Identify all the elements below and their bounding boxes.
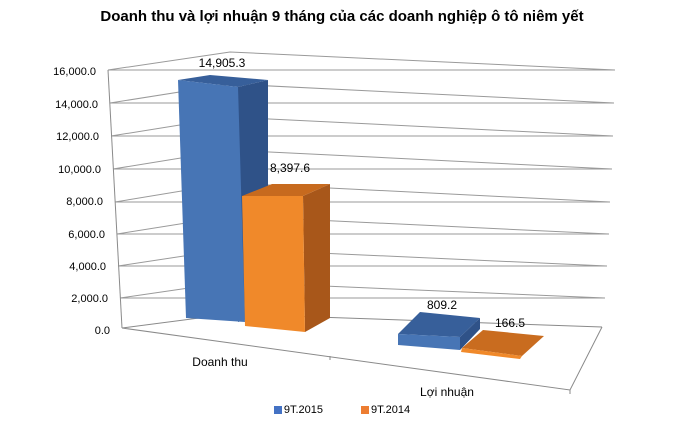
legend-swatch-blue bbox=[273, 406, 282, 414]
svg-text:6,000.0: 6,000.0 bbox=[68, 229, 105, 241]
svg-text:16,000.0: 16,000.0 bbox=[53, 66, 96, 78]
svg-text:12,000.0: 12,000.0 bbox=[56, 131, 99, 143]
svg-text:0.0: 0.0 bbox=[95, 325, 110, 337]
y-axis bbox=[107, 69, 123, 329]
bar-loi-nhuan-9t2014 bbox=[461, 330, 544, 359]
legend: 9T.2015 9T.2014 bbox=[0, 404, 684, 416]
legend-swatch-orange bbox=[361, 406, 369, 414]
svg-text:8,397.6: 8,397.6 bbox=[270, 161, 310, 175]
y-tick-labels: 16,000.0 14,000.0 12,000.0 10,000.0 8,00… bbox=[53, 66, 110, 337]
legend-label: 9T.2014 bbox=[371, 404, 411, 416]
bar-loi-nhuan-9t2015 bbox=[398, 312, 480, 350]
svg-text:14,905.3: 14,905.3 bbox=[199, 56, 246, 70]
svg-text:Doanh thu: Doanh thu bbox=[192, 355, 247, 369]
svg-text:166.5: 166.5 bbox=[495, 316, 525, 330]
svg-text:14,000.0: 14,000.0 bbox=[55, 99, 98, 111]
chart-title: Doanh thu và lợi nhuận 9 tháng của các d… bbox=[100, 8, 584, 25]
floor bbox=[121, 313, 603, 394]
svg-text:8,000.0: 8,000.0 bbox=[66, 196, 103, 208]
legend-item-9t2014: 9T.2014 bbox=[361, 404, 410, 416]
svg-text:4,000.0: 4,000.0 bbox=[69, 261, 106, 273]
svg-text:809.2: 809.2 bbox=[427, 298, 457, 312]
x-category-labels: Doanh thu Lợi nhuận bbox=[192, 355, 474, 399]
svg-text:Lợi nhuận: Lợi nhuận bbox=[420, 385, 474, 399]
data-labels: 14,905.3 8,397.6 809.2 166.5 bbox=[199, 56, 526, 330]
bar-doanh-thu-9t2014 bbox=[242, 184, 330, 332]
svg-text:10,000.0: 10,000.0 bbox=[58, 164, 101, 176]
svg-text:2,000.0: 2,000.0 bbox=[71, 293, 108, 305]
legend-label: 9T.2015 bbox=[283, 404, 323, 416]
legend-item-9t2015: 9T.2015 bbox=[273, 404, 323, 416]
